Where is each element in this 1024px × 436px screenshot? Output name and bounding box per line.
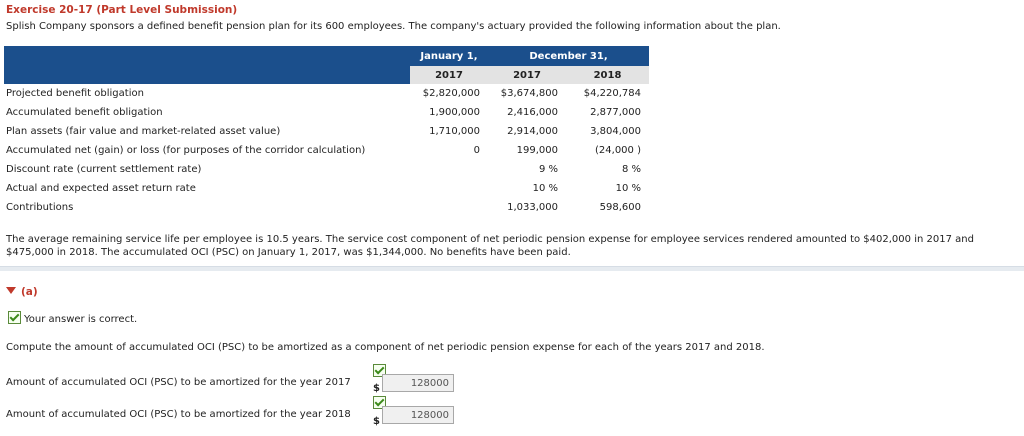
answer-label-2018: Amount of accumulated OCI (PSC) to be am… [6, 409, 351, 420]
header-december: December 31, [488, 46, 649, 66]
intro-text: Splish Company sponsors a defined benefi… [6, 21, 781, 32]
exercise-title: Exercise 20-17 (Part Level Submission) [6, 4, 238, 16]
cell: 2,416,000 [507, 107, 558, 118]
table-year-row: 2017 2017 2018 [4, 66, 649, 84]
cell: 8 % [621, 164, 641, 175]
table-row: Projected benefit obligation $2,820,000 … [4, 84, 649, 103]
table-row: Discount rate (current settlement rate) … [4, 160, 649, 179]
cell: 1,710,000 [429, 126, 480, 137]
cell: 598,600 [599, 202, 641, 213]
row-label: Accumulated benefit obligation [6, 107, 163, 118]
table-row: Plan assets (fair value and market-relat… [4, 122, 649, 141]
correct-check-icon [373, 364, 386, 377]
header-january: January 1, [410, 46, 488, 66]
cell: 10 % [615, 183, 641, 194]
currency-symbol: $ [373, 416, 380, 427]
table-row: Accumulated net (gain) or loss (for purp… [4, 141, 649, 160]
table-row: Actual and expected asset return rate 10… [4, 179, 649, 198]
year-jan-2017: 2017 [410, 66, 488, 84]
cell: 3,804,000 [590, 126, 641, 137]
cell: 2,877,000 [590, 107, 641, 118]
part-label: (a) [21, 286, 38, 298]
cell: 10 % [532, 183, 558, 194]
cell [410, 198, 488, 217]
cell: $3,674,800 [500, 88, 558, 99]
row-label: Contributions [6, 202, 74, 213]
answer-input-2017[interactable]: 128000 [382, 374, 454, 392]
problem-paragraph: The average remaining service life per e… [6, 234, 974, 258]
table-header-row: January 1, December 31, [4, 46, 649, 66]
row-label: Projected benefit obligation [6, 88, 144, 99]
cell: 1,033,000 [507, 202, 558, 213]
correct-text: Your answer is correct. [24, 314, 138, 325]
section-divider [0, 266, 1024, 271]
checkmark-icon [8, 311, 21, 324]
instruction-text: Compute the amount of accumulated OCI (P… [6, 342, 765, 353]
cell: 199,000 [516, 145, 558, 156]
row-label: Accumulated net (gain) or loss (for purp… [6, 145, 366, 156]
row-label: Plan assets (fair value and market-relat… [6, 126, 281, 137]
table-row: Contributions 1,033,000 598,600 [4, 198, 649, 217]
cell: 9 % [538, 164, 558, 175]
year-dec-2018: 2018 [566, 66, 649, 84]
cell: 0 [473, 145, 480, 156]
correct-message: Your answer is correct. [8, 311, 137, 325]
cell: $2,820,000 [422, 88, 480, 99]
row-label: Discount rate (current settlement rate) [6, 164, 202, 175]
part-a-toggle[interactable]: (a) [6, 286, 38, 298]
cell: $4,220,784 [583, 88, 641, 99]
collapse-triangle-icon[interactable] [6, 287, 16, 294]
correct-check-icon [373, 396, 386, 409]
pension-data-table: January 1, December 31, 2017 2017 2018 P… [4, 46, 649, 217]
cell: 2,914,000 [507, 126, 558, 137]
currency-symbol: $ [373, 383, 380, 394]
table-row: Accumulated benefit obligation 1,900,000… [4, 103, 649, 122]
answer-label-2017: Amount of accumulated OCI (PSC) to be am… [6, 377, 351, 388]
cell: 1,900,000 [429, 107, 480, 118]
year-dec-2017: 2017 [488, 66, 566, 84]
row-label: Actual and expected asset return rate [6, 183, 196, 194]
answer-input-2018[interactable]: 128000 [382, 406, 454, 424]
cell [410, 160, 488, 179]
cell [410, 179, 488, 198]
cell: (24,000 ) [595, 145, 641, 156]
